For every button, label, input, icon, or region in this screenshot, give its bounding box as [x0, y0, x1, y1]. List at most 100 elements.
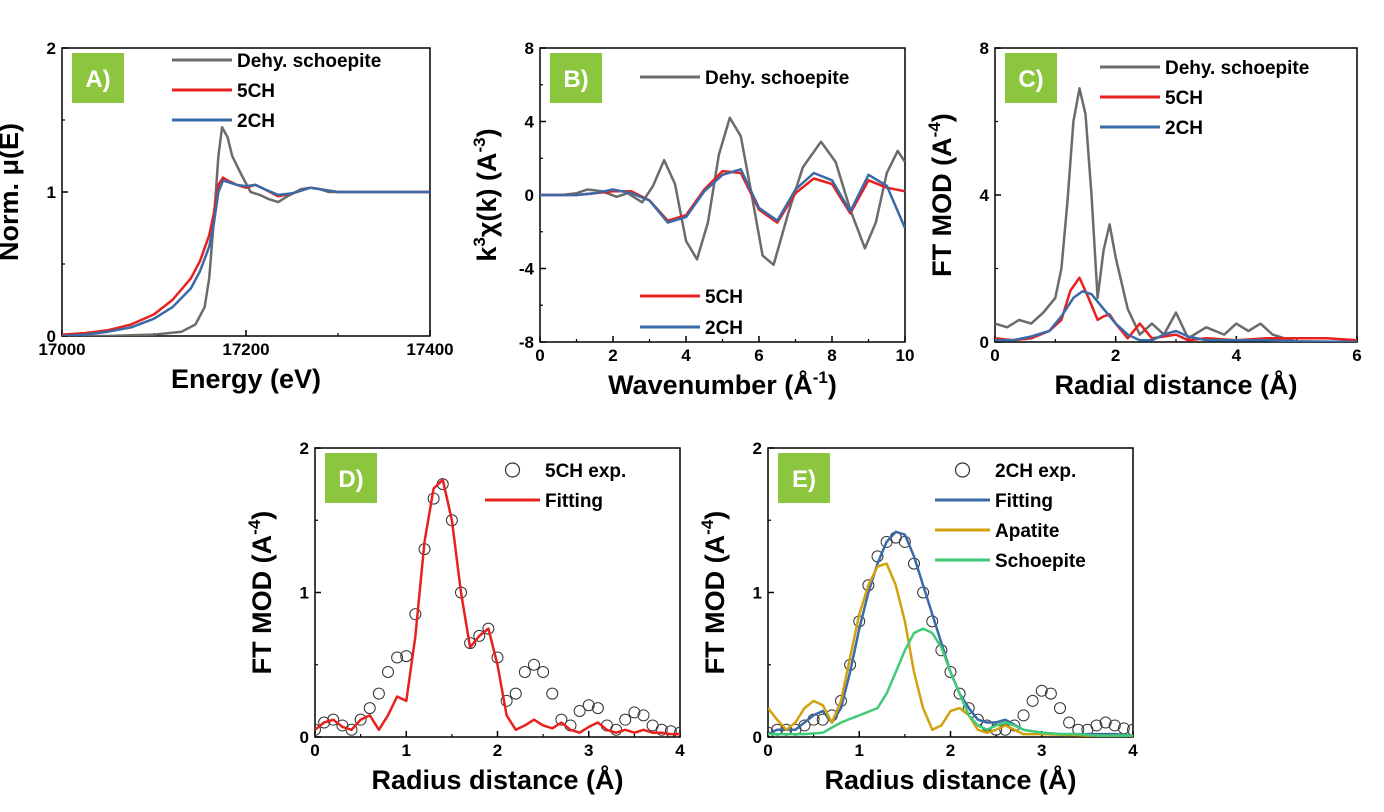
y-tick-label: -4: [519, 260, 535, 279]
legend-label: 2CH exp.: [995, 461, 1076, 482]
data-point: [1026, 694, 1039, 707]
legend-marker: [954, 462, 971, 478]
series-line: [995, 87, 1357, 342]
y-axis-label-tail: ): [927, 113, 957, 122]
series-line: [540, 116, 905, 267]
data-point: [372, 687, 385, 700]
data-point: [473, 629, 486, 642]
series-2ch: [995, 290, 1357, 342]
data-point: [318, 716, 331, 729]
x-tick-label: 0: [990, 346, 999, 365]
legend-label: Dehy. schoepite: [705, 68, 849, 89]
series-line: [315, 478, 680, 736]
legend-label: 5CH exp.: [545, 461, 626, 482]
series-line: [62, 125, 430, 336]
x-tick-label: 4: [681, 346, 691, 365]
x-tick-label: 0: [763, 741, 772, 760]
data-point: [500, 694, 513, 707]
x-axis-label: Radius distance (Å): [371, 764, 623, 795]
series-dehy-schoepite: [995, 87, 1357, 342]
y-axis-label-sup: -4: [925, 122, 944, 138]
data-point: [528, 658, 540, 671]
x-tick-label: 3: [1037, 741, 1046, 760]
panel-badge: [778, 453, 830, 503]
y-axis-label-main: FT MOD (A: [247, 535, 277, 674]
y-tick-label: 8: [980, 39, 989, 58]
x-tick-label: 10: [896, 346, 915, 365]
x-axis-label: Radial distance (Å): [1054, 369, 1297, 400]
panel-badge-label: B): [563, 66, 588, 93]
x-axis-label: Radius distance (Å): [824, 764, 1076, 795]
y-tick-label: 1: [753, 584, 762, 603]
panel-badge: [325, 453, 377, 503]
data-point: [953, 687, 966, 700]
legend-label: Dehy. schoepite: [1165, 58, 1309, 79]
data-point: [582, 699, 595, 712]
x-tick-label: 4: [675, 741, 685, 760]
legend-label: Schoepite: [995, 551, 1086, 572]
data-point: [537, 665, 550, 678]
y-tick-label: 4: [980, 186, 990, 205]
x-tick-label: 1: [855, 741, 864, 760]
y-tick-label: -8: [519, 333, 534, 352]
x-tick-label: 0: [535, 346, 544, 365]
x-tick-label: 2: [1111, 346, 1120, 365]
data-point: [327, 713, 340, 726]
x-tick-label: 6: [754, 346, 763, 365]
data-point: [315, 723, 321, 736]
y-axis-label-mid: χ(k) (A: [472, 153, 502, 238]
y-axis-label-main: FT MOD (A: [927, 137, 957, 276]
panel-c: 0 2 4 6 0 4 8 C) Dehy. schoepite 5CH 2CH Radial dis…: [925, 39, 1362, 400]
legend-label: Fitting: [995, 491, 1053, 512]
data-point: [509, 687, 522, 700]
series-line: [62, 179, 430, 336]
y-tick-label: 2: [300, 439, 309, 458]
panel-a: 17000 17200 17400 0 1 2 A) Dehy. schoepite 5CH 2C…: [0, 39, 454, 394]
legend-label: 5CH: [237, 81, 275, 102]
y-axis-label: FT MOD (A-4): [245, 511, 277, 675]
x-tick-label: 4: [1232, 346, 1242, 365]
y-tick-label: 0: [980, 333, 989, 352]
y-tick-label: 2: [47, 39, 56, 58]
x-axis-label: Wavenumber (Å-1): [608, 368, 837, 400]
data-point: [546, 687, 559, 700]
y-tick-label: 2: [753, 439, 762, 458]
x-tick-label: 6: [1352, 346, 1361, 365]
y-tick-label: 0: [525, 186, 534, 205]
data-point: [655, 723, 668, 736]
x-tick-label: 4: [1128, 741, 1138, 760]
y-axis-label-sup2: -3: [470, 137, 489, 152]
data-point: [637, 709, 650, 722]
y-tick-label: 4: [525, 113, 535, 132]
series-line: [768, 627, 1133, 737]
legend: Dehy. schoepite 5CH 2CH: [640, 68, 849, 339]
data-point: [1099, 716, 1112, 729]
y-axis-label-main: k: [472, 246, 502, 262]
y-axis-label-sup: -4: [698, 519, 717, 535]
legend: 5CH exp. Fitting: [485, 461, 626, 512]
legend-label: Dehy. schoepite: [237, 51, 381, 72]
legend-label: 5CH: [1165, 88, 1203, 109]
data-point: [573, 704, 586, 717]
x-tick-label: 17200: [222, 340, 269, 359]
series-schoepite: [768, 627, 1133, 737]
series-dehy-schoepite: [62, 125, 430, 336]
data-point: [518, 665, 531, 678]
data-point: [1108, 719, 1121, 732]
y-axis-label-tail: ): [472, 128, 502, 137]
data-point: [1063, 716, 1076, 729]
series-5ch: [540, 169, 905, 224]
legend: 2CH exp. Fitting Apatite Schoepite: [935, 461, 1086, 572]
panel-badge-label: E): [792, 466, 816, 493]
data-point: [345, 723, 358, 736]
x-tick-label: 2: [946, 741, 955, 760]
data-point: [628, 706, 641, 719]
series-line: [62, 176, 430, 336]
data-point: [1090, 719, 1103, 732]
data-point: [1054, 702, 1066, 715]
series-apatite: [768, 562, 1133, 737]
series-5ch: [62, 176, 430, 336]
panel-badge: [550, 53, 602, 103]
x-tick-label: 3: [584, 741, 593, 760]
